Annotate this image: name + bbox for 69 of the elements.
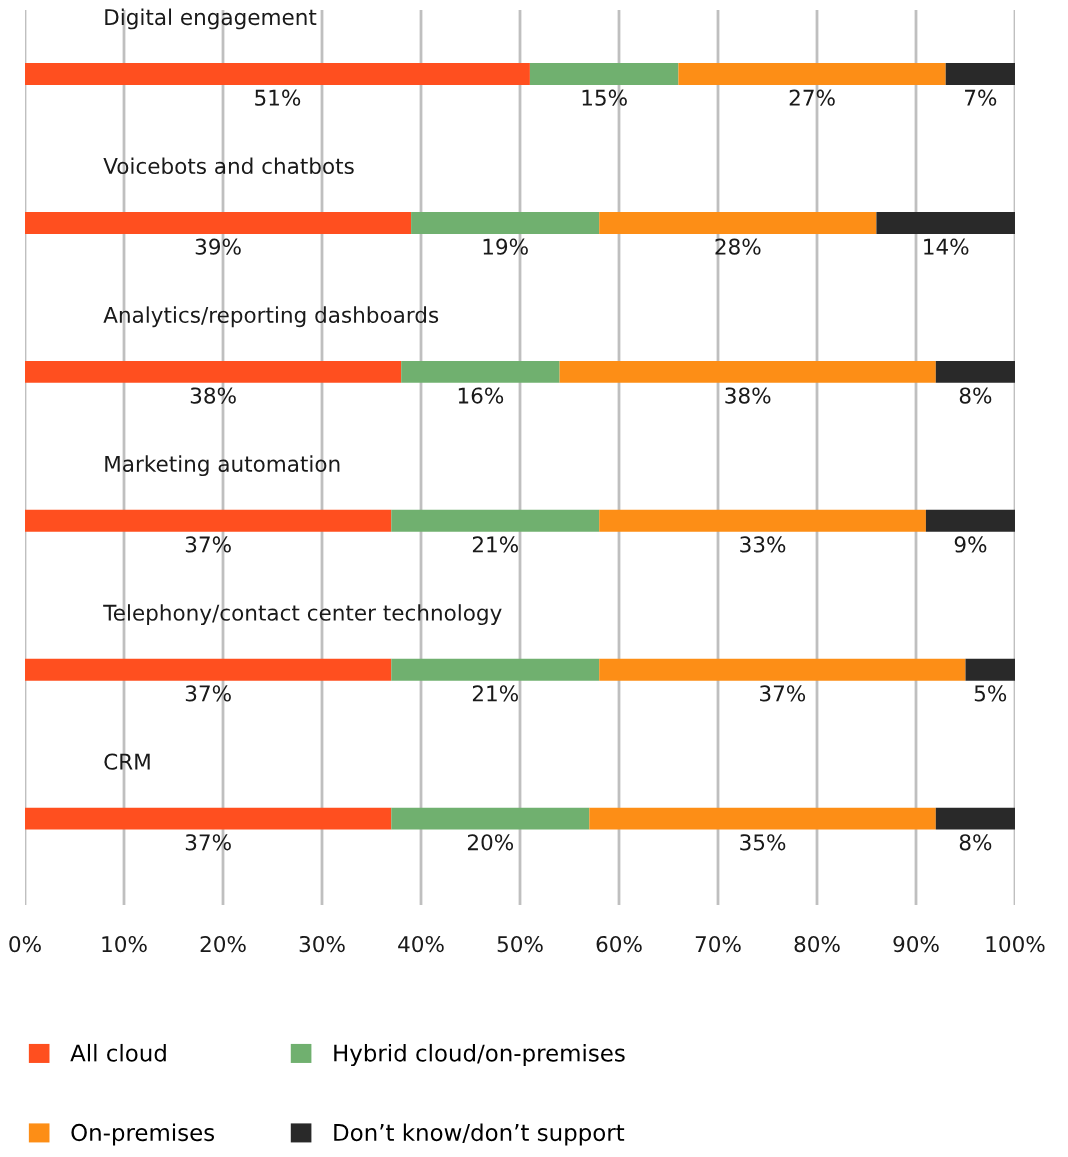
bar — [965, 658, 1015, 681]
y-tick-label: Marketing automation — [105, 455, 340, 477]
y-tick-label: Analytics/reporting dashboards — [103, 306, 439, 328]
x-tick-label: 40% — [398, 935, 444, 953]
data-label: 37% — [185, 685, 231, 702]
y-tick-label: Digital engagement — [105, 8, 317, 30]
bar — [599, 211, 877, 234]
data-label: 39% — [195, 238, 241, 255]
bar — [599, 509, 926, 532]
x-tick-label: 100% — [986, 935, 1045, 953]
bar — [678, 63, 946, 86]
data-label: 27% — [789, 89, 835, 106]
bar — [391, 509, 600, 532]
y-tick-label: Voicebots and chatbots — [103, 157, 354, 175]
bar — [589, 807, 936, 830]
bar — [401, 360, 560, 383]
x-tick-label: 50% — [497, 935, 543, 953]
data-label: 8% — [959, 834, 992, 851]
bar — [935, 807, 1015, 830]
data-label: 20% — [467, 834, 514, 851]
data-label: 19% — [483, 238, 528, 255]
legend-label: Don’t know/don’t support — [334, 1123, 625, 1146]
data-label: 38% — [190, 387, 236, 404]
data-label: 21% — [472, 536, 518, 553]
bar — [25, 63, 530, 86]
data-label: 38% — [725, 387, 771, 404]
y-tick-label: CRM — [104, 753, 150, 770]
y-tick-label: Telephony/contact center technology — [103, 604, 502, 626]
bar — [559, 360, 936, 383]
bar — [391, 658, 600, 681]
data-label: 51% — [255, 89, 301, 106]
data-label: 5% — [974, 685, 1007, 702]
data-label: 14% — [924, 238, 969, 255]
data-label: 37% — [185, 536, 231, 553]
bar — [876, 211, 1015, 234]
bar — [25, 658, 392, 681]
x-tick-label: 60% — [596, 935, 642, 953]
data-label: 37% — [185, 834, 231, 851]
bar — [599, 658, 966, 681]
data-label: 9% — [954, 536, 987, 553]
bar — [25, 807, 392, 830]
data-label: 15% — [582, 89, 627, 106]
legend-label: On-premises — [71, 1123, 215, 1146]
data-label: 8% — [959, 387, 992, 404]
bar — [25, 360, 402, 383]
bar — [925, 509, 1015, 532]
bar — [529, 63, 679, 86]
x-tick-label: 30% — [299, 935, 345, 953]
bar — [411, 211, 600, 234]
bar — [935, 360, 1015, 383]
data-label: 21% — [472, 685, 518, 702]
legend-label: Hybrid cloud/on-premises — [334, 1043, 625, 1067]
bar — [25, 211, 412, 234]
x-tick-label: 80% — [794, 935, 840, 953]
bar — [391, 807, 590, 830]
bar — [945, 63, 1015, 86]
data-label: 37% — [760, 685, 806, 702]
data-label: 7% — [965, 89, 997, 106]
data-label: 33% — [740, 536, 786, 553]
x-tick-label: 70% — [695, 935, 741, 953]
data-label: 16% — [458, 387, 504, 404]
x-tick-label: 20% — [200, 935, 246, 953]
bar — [25, 509, 392, 532]
legend-label: All cloud — [70, 1043, 166, 1062]
x-tick-label: 90% — [893, 935, 939, 953]
data-label: 35% — [740, 834, 786, 851]
x-tick-label: 10% — [102, 935, 147, 953]
x-tick-label: 0% — [9, 935, 41, 953]
data-label: 28% — [715, 238, 761, 255]
